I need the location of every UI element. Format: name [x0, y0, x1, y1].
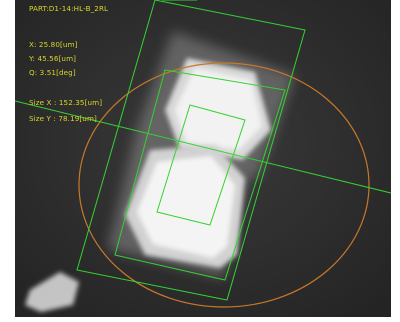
component-detection-box [114, 69, 286, 281]
part-label: PART:D1-14:HL-B_2RL [29, 4, 109, 13]
inner-detection-box [156, 104, 246, 226]
upper-component [165, 58, 271, 160]
lower-component [125, 145, 245, 268]
size-y-readout: Size Y : 78.19[um] [29, 114, 97, 123]
size-x-readout: Size X : 152.35[um] [29, 98, 103, 107]
inspection-scene [15, 0, 391, 317]
tolerance-circle [78, 62, 370, 308]
corner-blob [25, 272, 79, 312]
angle-readout: Q: 3.51[deg] [29, 68, 76, 77]
x-readout: X: 25.80[um] [29, 40, 78, 49]
outer-detection-box [76, 0, 306, 301]
alignment-line [15, 100, 391, 194]
y-readout: Y: 45.56[um] [29, 54, 77, 63]
inspection-image-viewport[interactable]: PART:D1-14:HL-B_2RL X: 25.80[um] Y: 45.5… [15, 0, 391, 317]
